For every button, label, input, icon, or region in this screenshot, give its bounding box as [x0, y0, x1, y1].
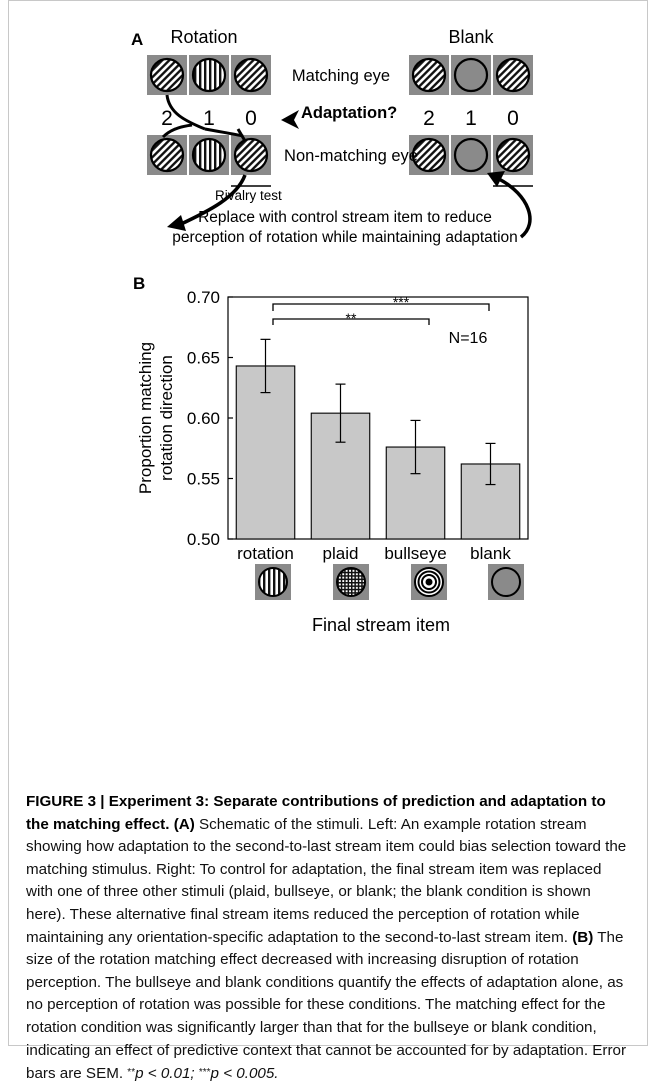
- y-tick-label: 0.65: [187, 349, 220, 368]
- y-axis-label-line1: Proportion matching: [136, 342, 155, 494]
- blank-stimulus-icon: [487, 563, 525, 601]
- caption-label-b: (B): [572, 928, 594, 946]
- arrow-head-icon: [167, 215, 186, 231]
- rotation-title: Rotation: [170, 27, 237, 47]
- position-number: 2: [423, 107, 435, 130]
- x-tick-label: rotation: [237, 544, 294, 563]
- significance-stars-outer: ***: [393, 294, 410, 310]
- replace-arrow-left: [178, 174, 247, 227]
- adaptation-curve: [165, 94, 206, 131]
- position-number: 0: [245, 107, 257, 130]
- x-tick-label: blank: [470, 544, 511, 563]
- position-number: 0: [507, 107, 519, 130]
- n-label: N=16: [449, 330, 488, 347]
- position-number: 2: [161, 107, 173, 130]
- matching-eye-label: Matching eye: [292, 67, 390, 85]
- significance-stars-inner: **: [346, 310, 357, 326]
- grating-diagonal-icon: [491, 133, 535, 177]
- position-number: 1: [465, 107, 477, 130]
- adaptation-curve: [161, 123, 193, 139]
- bullseye-stimulus-icon: [410, 563, 448, 601]
- x-tick-label: plaid: [323, 544, 359, 563]
- p-stars-1: **: [127, 1067, 136, 1079]
- replace-arrow-right: [498, 177, 532, 239]
- grating-diagonal-icon: [145, 53, 189, 97]
- p-value-2: p < 0.005.: [210, 1065, 279, 1083]
- grating-vertical-icon: [187, 133, 231, 177]
- bar: [235, 365, 296, 540]
- caption-text-a: Schematic of the stimuli. Left: An examp…: [26, 815, 627, 946]
- p-stars-2: ***: [198, 1067, 211, 1079]
- grating-vertical-icon: [187, 53, 231, 97]
- grating-diagonal-icon: [229, 53, 273, 97]
- x-tick-labels: rotation plaid bullseye blank: [237, 544, 511, 563]
- blank-stimulus-icon: [449, 53, 493, 97]
- non-matching-eye-label: Non-matching eye: [284, 147, 418, 165]
- caption-title: FIGURE 3 | Experiment 3: Separate contri…: [26, 793, 606, 833]
- adaptation-label: Adaptation?: [301, 104, 397, 122]
- x-tick-label: bullseye: [384, 544, 446, 563]
- panel-b-letter: B: [133, 274, 145, 293]
- panel-a-letter: A: [131, 30, 143, 49]
- grating-diagonal-icon: [407, 53, 451, 97]
- figure-graphic: A Rotation Blank Matching eye 2 1 0 2 1 …: [131, 27, 535, 635]
- y-axis-label-line2: rotation direction: [157, 355, 176, 481]
- blank-title: Blank: [448, 27, 494, 47]
- replace-text-line1: Replace with control stream item to redu…: [198, 209, 492, 226]
- arrow-head-icon: [487, 171, 505, 187]
- grating-diagonal-icon: [491, 53, 535, 97]
- y-tick-label: 0.70: [187, 288, 220, 307]
- significance-bracket-outer: [272, 303, 490, 311]
- y-axis-ticks: 0.50 0.55 0.60 0.65 0.70: [187, 288, 233, 549]
- x-axis-label: Final stream item: [312, 615, 450, 635]
- figure-frame: A Rotation Blank Matching eye 2 1 0 2 1 …: [8, 0, 648, 1046]
- plaid-stimulus-icon: [332, 563, 370, 601]
- replace-text-line2: perception of rotation while maintaining…: [172, 229, 518, 246]
- bar-chart: 0.50 0.55 0.60 0.65 0.70 rotation plaid bullse…: [187, 288, 529, 563]
- grating-diagonal-icon: [145, 133, 189, 177]
- position-number: 1: [203, 107, 215, 130]
- rotation-stimulus-icon: [254, 563, 292, 601]
- blank-stimulus-icon: [449, 133, 493, 177]
- y-tick-label: 0.50: [187, 530, 220, 549]
- significance-bracket-inner: [272, 318, 430, 325]
- p-value-1: p < 0.01;: [135, 1065, 199, 1083]
- grating-diagonal-icon: [229, 133, 273, 177]
- caption-label-a: (A): [173, 815, 195, 833]
- bars: [235, 338, 521, 540]
- adaptation-pointer-icon: [281, 110, 299, 129]
- adaptation-curve: [236, 128, 247, 142]
- y-tick-label: 0.55: [187, 470, 220, 489]
- figure-caption: FIGURE 3 | Experiment 3: Separate contri…: [26, 791, 632, 1086]
- y-tick-label: 0.60: [187, 409, 220, 428]
- caption-text-b: The size of the rotation matching effect…: [26, 928, 627, 1083]
